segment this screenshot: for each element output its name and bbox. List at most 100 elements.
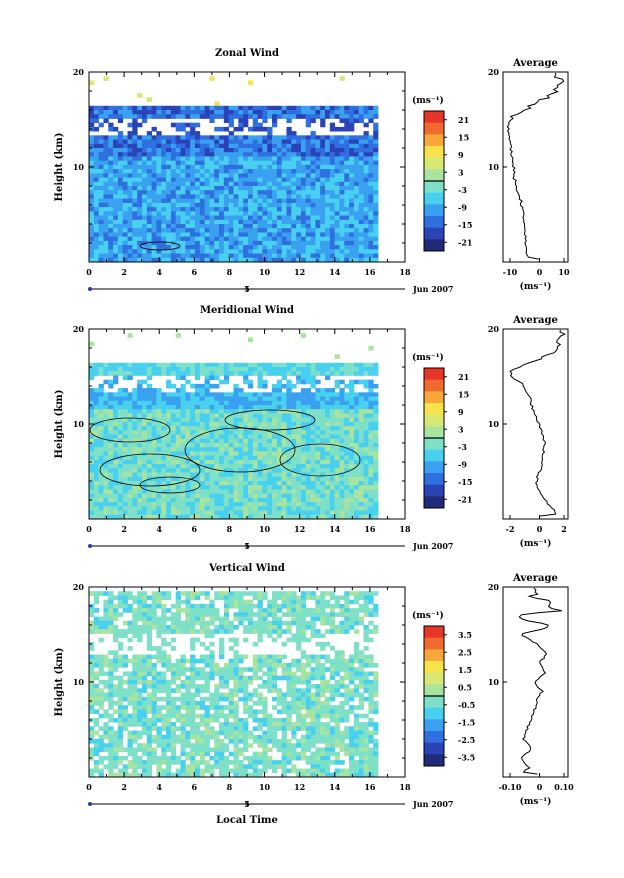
- heatmap-cell: [103, 413, 108, 418]
- heatmap-cell: [142, 203, 147, 208]
- heatmap-cell: [262, 418, 267, 423]
- heatmap-cell: [301, 106, 306, 111]
- heatmap-cell: [108, 384, 113, 389]
- heatmap-cell: [306, 489, 311, 494]
- heatmap-cell: [113, 249, 118, 254]
- heatmap-cell: [291, 237, 296, 242]
- heatmap-cell: [325, 194, 330, 199]
- heatmap-cell: [205, 494, 210, 499]
- heatmap-cell: [282, 114, 287, 119]
- heatmap-cell: [171, 621, 176, 626]
- heatmap-cell: [195, 621, 200, 626]
- heatmap-cell: [89, 118, 94, 123]
- heatmap-cell: [320, 595, 325, 600]
- heatmap-cell: [248, 443, 253, 448]
- heatmap-cell: [103, 392, 108, 397]
- heatmap-cell: [306, 405, 311, 410]
- heatmap-cell: [209, 371, 214, 376]
- heatmap-cell: [108, 430, 113, 435]
- heatmap-cell: [185, 506, 190, 511]
- heatmap-cell: [306, 401, 311, 406]
- heatmap-cell: [171, 604, 176, 609]
- heatmap-cell: [224, 494, 229, 499]
- heatmap-cell: [301, 401, 306, 406]
- heatmap-cell: [205, 228, 210, 233]
- heatmap-cell: [161, 106, 166, 111]
- heatmap-cell: [147, 511, 152, 516]
- heatmap-cell: [243, 228, 248, 233]
- heatmap-cell: [94, 211, 99, 216]
- heatmap-cell: [306, 638, 311, 643]
- colorbar-segment: [424, 461, 444, 473]
- heatmap-cell: [339, 439, 344, 444]
- heatmap-cell: [262, 237, 267, 242]
- heatmap-cell: [137, 422, 142, 427]
- heatmap-cell: [166, 473, 171, 478]
- heatmap-cell: [335, 186, 340, 191]
- heatmap-cell: [238, 249, 243, 254]
- heatmap-cell: [248, 481, 253, 486]
- profile-x-tick-label: 0: [537, 267, 543, 277]
- heatmap-cell: [142, 216, 147, 221]
- heatmap-cell: [354, 135, 359, 140]
- heatmap-cell: [272, 384, 277, 389]
- date-start-marker: [88, 544, 92, 548]
- colorbar-segment: [424, 228, 444, 240]
- heatmap-cell: [306, 182, 311, 187]
- heatmap-cell: [142, 405, 147, 410]
- heatmap-cell: [339, 388, 344, 393]
- heatmap-cell: [205, 384, 210, 389]
- heatmap-cell: [339, 418, 344, 423]
- heatmap-cell: [291, 591, 296, 596]
- heatmap-cell: [267, 600, 272, 605]
- heatmap-cell: [113, 161, 118, 166]
- heatmap-cell: [156, 494, 161, 499]
- heatmap-cell: [339, 178, 344, 183]
- heatmap-cell: [214, 199, 219, 204]
- heatmap-cell: [359, 173, 364, 178]
- heatmap-cell: [229, 169, 234, 174]
- heatmap-cell: [335, 409, 340, 414]
- heatmap-cell: [137, 401, 142, 406]
- heatmap-cell: [311, 228, 316, 233]
- heatmap-cell: [267, 152, 272, 157]
- heatmap-cell: [311, 511, 316, 516]
- heatmap-cell: [234, 456, 239, 461]
- heatmap-cell: [103, 249, 108, 254]
- heatmap-cell: [262, 135, 267, 140]
- heatmap-cell: [99, 178, 104, 183]
- heatmap-cell: [181, 367, 186, 372]
- heatmap-cell: [258, 633, 263, 638]
- heatmap-cell: [373, 190, 378, 195]
- heatmap-cell: [238, 186, 243, 191]
- heatmap-cell: [258, 604, 263, 609]
- heatmap-cell: [99, 148, 104, 153]
- heatmap-cell: [209, 203, 214, 208]
- heatmap-cell: [339, 152, 344, 157]
- heatmap-cell: [354, 397, 359, 402]
- heatmap-cell: [132, 502, 137, 507]
- heatmap-cell: [339, 118, 344, 123]
- heatmap-cell: [325, 392, 330, 397]
- heatmap-cell: [190, 608, 195, 613]
- heatmap-cell: [344, 106, 349, 111]
- heatmap-cell: [253, 363, 258, 368]
- heatmap-cell: [368, 118, 373, 123]
- heatmap-cell: [147, 224, 152, 229]
- heatmap-cell: [171, 123, 176, 128]
- heatmap-cell: [344, 489, 349, 494]
- heatmap-cell: [339, 144, 344, 149]
- heatmap-cell: [368, 388, 373, 393]
- heatmap-cell: [118, 464, 123, 469]
- heatmap-cell: [339, 430, 344, 435]
- heatmap-cell: [339, 216, 344, 221]
- heatmap-cell: [219, 409, 224, 414]
- heatmap-cell: [301, 591, 306, 596]
- heatmap-cell: [335, 464, 340, 469]
- heatmap-cell: [156, 169, 161, 174]
- x-tick-label: 0: [86, 524, 92, 534]
- heatmap-cell: [176, 435, 181, 440]
- heatmap-cell: [137, 241, 142, 246]
- heatmap-cell: [195, 384, 200, 389]
- heatmap-cell: [181, 363, 186, 368]
